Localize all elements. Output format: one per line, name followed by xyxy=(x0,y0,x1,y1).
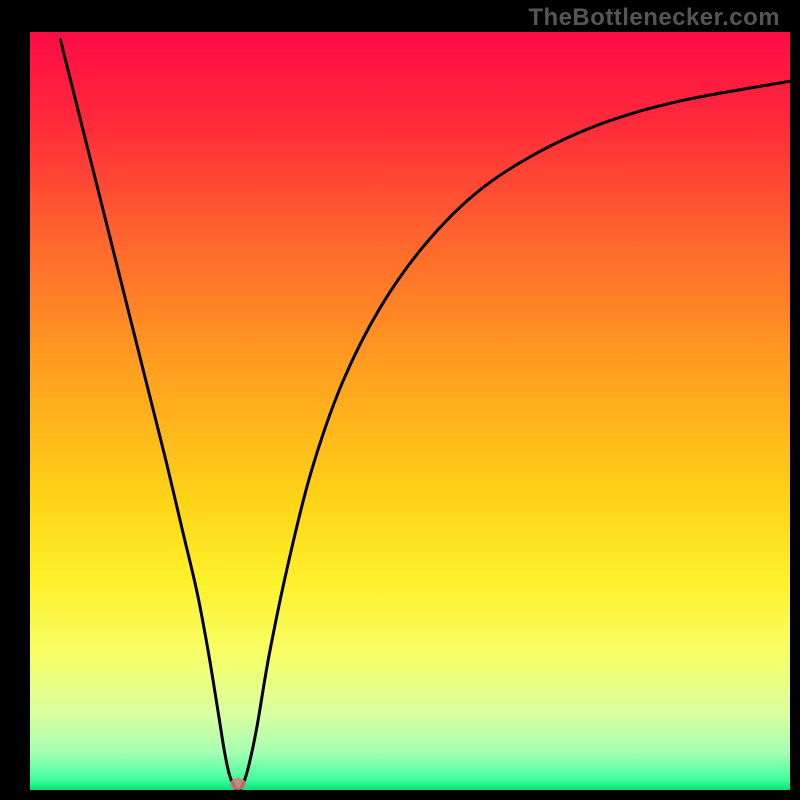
chart-container: TheBottlenecker.com xyxy=(0,0,800,800)
plot-area xyxy=(30,32,790,790)
bottleneck-curve xyxy=(30,32,790,790)
watermark-text: TheBottlenecker.com xyxy=(528,4,780,32)
trough-marker xyxy=(230,778,246,790)
